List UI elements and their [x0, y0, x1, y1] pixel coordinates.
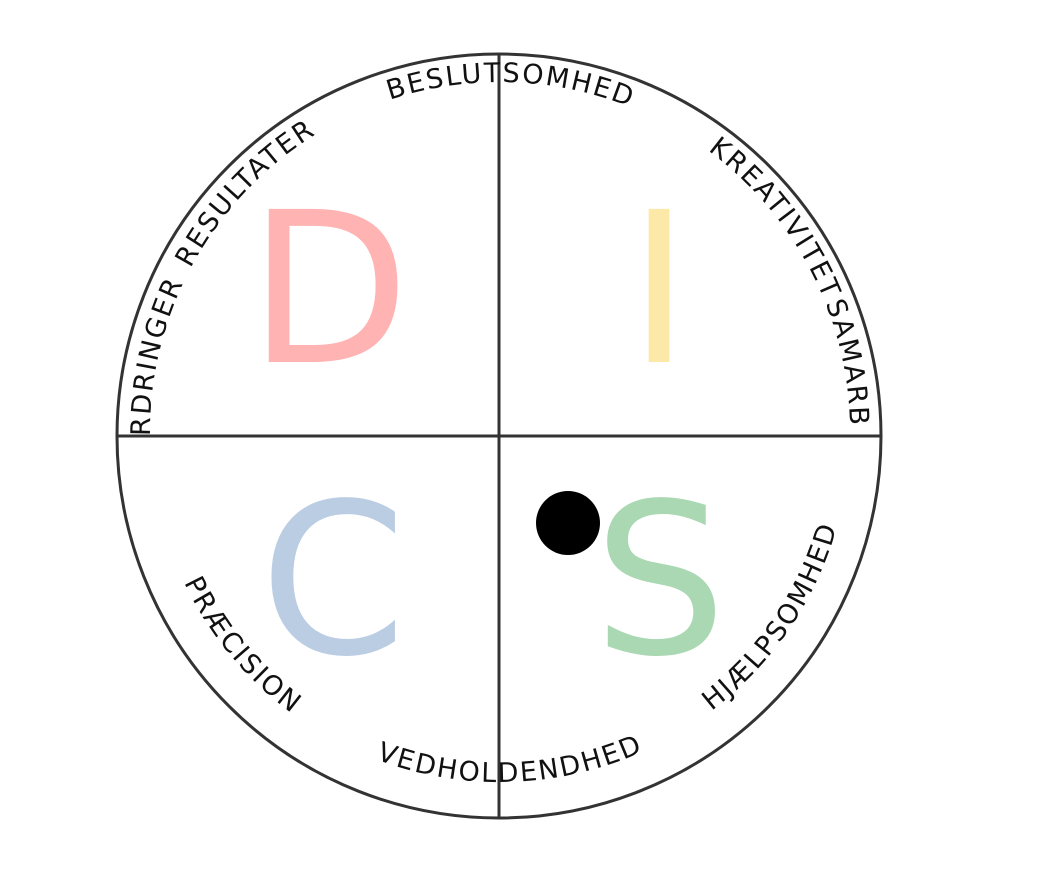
position-marker — [536, 491, 600, 555]
letter-i: I — [628, 167, 690, 412]
letter-d: D — [248, 167, 410, 412]
ring-labels: BESLUTSOMHEDKREATIVITETSAMARBEJDEHJÆLPSO… — [0, 0, 872, 789]
letter-c: C — [260, 458, 407, 703]
label-kreativitet: KREATIVITET — [703, 131, 846, 303]
letter-s: S — [593, 458, 726, 703]
label-udfordringer: UDFORDRINGER — [0, 0, 190, 436]
label-vedholdendhed: VEDHOLDENDHED — [373, 729, 647, 789]
